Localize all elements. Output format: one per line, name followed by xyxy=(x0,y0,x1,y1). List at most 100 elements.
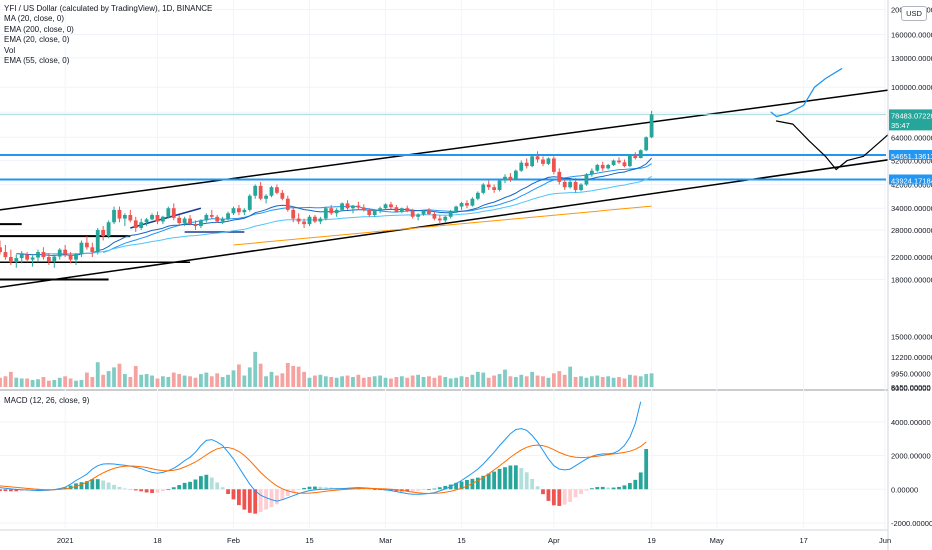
volume-bar xyxy=(546,377,551,387)
candle-body xyxy=(638,150,643,159)
volume-bar xyxy=(313,375,317,387)
volume-bar xyxy=(530,371,535,387)
candle-body xyxy=(541,159,545,164)
volume-bar xyxy=(334,377,339,387)
volume-bar xyxy=(551,373,556,387)
volume-bar xyxy=(356,374,361,387)
candle-body xyxy=(383,204,388,209)
candle-body xyxy=(199,220,203,227)
price-tick-label: 22000.00000 xyxy=(891,253,932,262)
candle-body xyxy=(606,164,611,169)
candle-body xyxy=(204,215,209,221)
volume-bar xyxy=(161,376,165,387)
volume-bar xyxy=(318,374,323,387)
macd-histogram-bar xyxy=(155,489,160,493)
volume-bar xyxy=(144,374,149,387)
macd-histogram-bar xyxy=(535,486,540,490)
currency-button[interactable]: USD xyxy=(901,6,927,21)
macd-histogram-bar xyxy=(530,478,535,490)
candle-body xyxy=(101,229,106,237)
volume-bar xyxy=(644,374,649,387)
macd-histogram-bar xyxy=(627,483,632,490)
volume-bar xyxy=(345,375,350,387)
volume-bar xyxy=(220,377,225,387)
volume-bar xyxy=(627,374,632,387)
candle-body xyxy=(291,209,296,219)
volume-bar xyxy=(264,376,268,387)
macd-histogram-bar xyxy=(372,489,377,491)
candle-body xyxy=(361,207,366,210)
candle-body xyxy=(454,206,459,211)
volume-bar xyxy=(323,376,328,387)
legend-vol[interactable]: Vol xyxy=(4,45,16,55)
candle-body xyxy=(323,208,328,219)
macd-histogram-bar xyxy=(546,489,551,501)
macd-histogram-bar xyxy=(144,489,149,493)
candle-body xyxy=(280,192,285,199)
candle-body xyxy=(52,256,57,262)
price-axis[interactable]: 200000.00000160000.00000130000.000001000… xyxy=(887,0,932,550)
candle-body xyxy=(443,216,448,221)
price-tick-label: 42000.00000 xyxy=(891,181,932,190)
macd-histogram-bar xyxy=(204,474,209,490)
candle-body xyxy=(562,181,567,188)
candle-body xyxy=(193,224,198,227)
volume-bar xyxy=(177,374,182,387)
macd-histogram-bar xyxy=(258,489,263,512)
legend-ema200[interactable]: EMA (200, close, 0) xyxy=(4,24,74,34)
legend-ema55[interactable]: EMA (55, close, 0) xyxy=(4,56,70,66)
legend-ma20[interactable]: MA (20, close, 0) xyxy=(4,14,65,24)
volume-bar xyxy=(579,376,583,387)
macd-histogram-bar xyxy=(302,487,306,490)
axis-background xyxy=(888,0,932,550)
candle-body xyxy=(112,209,116,223)
volume-bar xyxy=(285,362,290,387)
macd-histogram-bar xyxy=(562,489,567,505)
candle-body xyxy=(139,222,144,229)
macd-histogram-bar xyxy=(503,467,507,490)
candle-body xyxy=(74,254,78,260)
volume-bar xyxy=(209,376,214,387)
macd-histogram-bar xyxy=(557,489,562,506)
support-badge xyxy=(889,174,932,185)
macd-tick-label: -2000.00000 xyxy=(891,519,932,528)
volume-bar xyxy=(68,378,73,387)
macd-histogram-bar xyxy=(36,489,40,491)
candle-body xyxy=(503,176,507,181)
candle-body xyxy=(535,156,540,160)
candles[interactable] xyxy=(0,110,654,268)
legend-ema20[interactable]: EMA (20, close, 0) xyxy=(4,35,70,45)
candle-body xyxy=(389,204,393,208)
price-tick-label: 64000.00000 xyxy=(891,133,932,142)
macd-histogram-bar xyxy=(247,489,252,513)
time-tick-label: Jun xyxy=(879,536,891,545)
volume-bar xyxy=(139,374,144,387)
macd-histogram-bar xyxy=(128,489,133,491)
candle-body xyxy=(161,216,165,222)
volume-bar xyxy=(90,377,95,387)
time-axis[interactable]: 202118Feb15Mar15Apr19May17Jun14Jul19Aug1… xyxy=(57,536,932,545)
support-badge-text: 43924.17184 xyxy=(891,176,932,185)
candle-body xyxy=(595,164,600,171)
macd-histogram-bar xyxy=(644,449,649,490)
macd-histogram-bar xyxy=(112,484,116,490)
macd-histogram-bar xyxy=(264,489,268,510)
macd-histogram-bar xyxy=(117,486,122,490)
macd-histogram-bar xyxy=(199,476,203,490)
candle-body xyxy=(372,210,377,216)
volume-bar xyxy=(497,374,502,387)
volume-bar xyxy=(237,364,241,387)
macd-legend[interactable]: MACD (12, 26, close, 9) xyxy=(4,396,90,405)
candle-body xyxy=(95,229,100,253)
volume-bar xyxy=(410,375,415,387)
candle-body xyxy=(524,162,529,167)
volume-bar xyxy=(95,362,100,387)
volume-bar xyxy=(329,377,334,387)
candle-body xyxy=(275,187,279,193)
candle-body xyxy=(497,180,502,190)
candle-body xyxy=(84,242,89,248)
macd-histogram-bar xyxy=(410,489,415,492)
candle-body xyxy=(171,208,176,218)
legend-symbol[interactable]: YFI / US Dollar (calculated by TradingVi… xyxy=(4,4,213,13)
